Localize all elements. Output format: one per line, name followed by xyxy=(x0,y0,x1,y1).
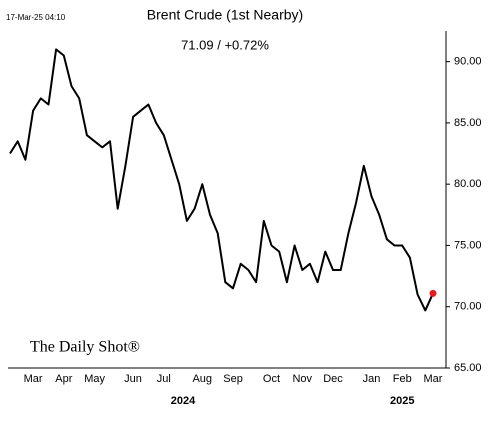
y-tick-label: 65.00 xyxy=(454,362,482,374)
x-tick-label: Aug xyxy=(192,373,212,385)
x-tick-label: May xyxy=(84,373,105,385)
x-tick-label: Jul xyxy=(157,373,171,385)
source-logo: The Daily Shot® xyxy=(30,339,140,356)
chart-subtitle: 71.09 / +0.72% xyxy=(181,37,269,52)
y-tick-label: 85.00 xyxy=(454,117,482,129)
y-tick-label: 80.00 xyxy=(454,178,482,190)
x-tick-label: Jun xyxy=(124,373,142,385)
x-tick-label: Apr xyxy=(55,373,72,385)
year-label: 2024 xyxy=(171,395,196,407)
x-tick-label: Oct xyxy=(263,373,280,385)
y-tick-label: 90.00 xyxy=(454,56,482,68)
y-tick-label: 75.00 xyxy=(454,239,482,251)
x-tick-label: Feb xyxy=(393,373,412,385)
y-tick-label: 70.00 xyxy=(454,301,482,313)
x-tick-label: Mar xyxy=(24,373,43,385)
last-point xyxy=(429,289,437,297)
price-line xyxy=(9,48,434,312)
timestamp: 17-Mar-25 04:10 xyxy=(6,13,66,22)
x-tick-label: Jan xyxy=(363,373,381,385)
x-tick-label: Nov xyxy=(292,373,312,385)
chart-title: Brent Crude (1st Nearby) xyxy=(147,7,303,23)
x-tick-label: Sep xyxy=(223,373,243,385)
year-label: 2025 xyxy=(390,395,414,407)
x-tick-label: Mar xyxy=(424,373,443,385)
x-tick-label: Dec xyxy=(323,373,343,385)
